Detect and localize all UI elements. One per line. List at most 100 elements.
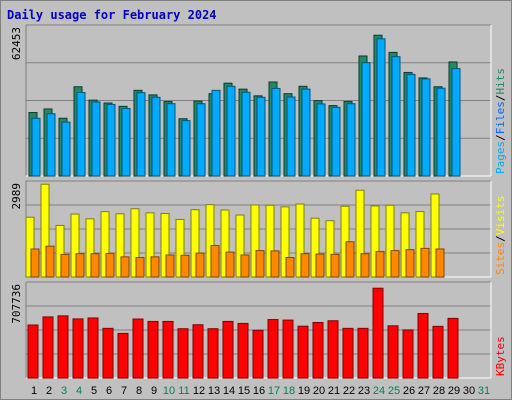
bar-kbytes	[87, 317, 99, 379]
bar-kbytes	[57, 315, 69, 379]
bar-pages	[196, 103, 206, 177]
bar-sites	[75, 253, 85, 278]
bar-visits	[430, 193, 440, 278]
legend-separator: /	[494, 134, 507, 141]
bar-kbytes	[312, 321, 324, 379]
bar-pages	[451, 68, 461, 177]
bar-kbytes	[357, 327, 369, 379]
legend-entry-sites: Sites	[494, 242, 507, 275]
bar-pages	[286, 96, 296, 177]
bar-pages	[166, 103, 176, 177]
bar-kbytes	[417, 312, 429, 379]
bar-sites	[180, 254, 190, 278]
bar-sites	[390, 250, 400, 278]
bar-visits	[100, 211, 110, 278]
bar-sites	[150, 256, 160, 278]
bar-visits	[235, 214, 245, 278]
bar-kbytes	[372, 287, 384, 379]
bar-pages	[121, 107, 131, 177]
bar-kbytes	[327, 320, 339, 379]
bar-visits	[310, 217, 320, 278]
x-tick-label: 21	[328, 385, 340, 397]
bar-kbytes	[177, 328, 189, 379]
x-tick-label: 13	[208, 385, 220, 397]
bar-visits	[40, 183, 50, 278]
legend-separator: /	[494, 95, 507, 102]
bar-visits	[55, 224, 65, 278]
bar-sites	[285, 257, 295, 278]
bar-sites	[360, 253, 370, 278]
bar-pages	[241, 91, 251, 177]
bar-kbytes	[297, 325, 309, 379]
x-tick-label: 9	[151, 385, 157, 397]
bar-visits	[130, 208, 140, 278]
x-tick-label: 10	[163, 385, 175, 397]
bar-visits	[190, 209, 200, 278]
bar-visits	[370, 205, 380, 278]
bar-pages	[76, 91, 86, 177]
bar-kbytes	[72, 318, 84, 379]
bar-visits	[295, 203, 305, 278]
x-tick-label: 7	[121, 385, 127, 397]
bar-pages	[151, 96, 161, 177]
bar-sites	[330, 253, 340, 278]
bar-sites	[375, 251, 385, 278]
bar-sites	[105, 252, 115, 278]
x-tick-label: 19	[298, 385, 310, 397]
bar-visits	[115, 213, 125, 278]
legend-entry-kbytes: KBytes	[494, 336, 507, 376]
bar-visits	[400, 212, 410, 278]
bar-pages	[346, 103, 356, 177]
bar-kbytes	[132, 318, 144, 379]
bar-pages	[421, 78, 431, 177]
bar-kbytes	[147, 320, 159, 379]
bar-pages	[271, 87, 281, 177]
x-tick-label: 16	[253, 385, 265, 397]
bar-sites	[135, 257, 145, 278]
bar-pages	[256, 96, 266, 177]
bar-pages	[211, 89, 221, 177]
bar-kbytes	[252, 329, 264, 379]
bar-sites	[420, 247, 430, 278]
bar-sites	[120, 256, 130, 278]
bar-sites	[225, 251, 235, 278]
bar-visits	[250, 204, 260, 278]
bar-pages	[46, 113, 56, 177]
bar-kbytes	[432, 325, 444, 379]
bar-kbytes	[207, 328, 219, 379]
bar-visits	[145, 212, 155, 278]
x-tick-label: 20	[313, 385, 325, 397]
bar-kbytes	[42, 316, 54, 379]
x-tick-label: 27	[418, 385, 430, 397]
kbytes-panel-legend: KBytes	[494, 336, 507, 376]
visitors-panel-max-label: 2989	[10, 183, 23, 210]
bar-visits	[175, 218, 185, 278]
bar-sites	[345, 241, 355, 278]
bar-pages	[436, 87, 446, 177]
bar-visits	[325, 220, 335, 278]
bar-visits	[415, 211, 425, 278]
bar-visits	[85, 218, 95, 278]
bar-sites	[195, 252, 205, 278]
bar-kbytes	[222, 320, 234, 379]
bar-pages	[226, 85, 236, 177]
x-tick-label: 12	[193, 385, 205, 397]
x-tick-label: 25	[388, 385, 400, 397]
bar-pages	[181, 120, 191, 177]
x-tick-label: 5	[91, 385, 97, 397]
traffic-panel-max-label: 62453	[10, 27, 23, 60]
bar-pages	[31, 117, 41, 177]
bar-sites	[240, 254, 250, 278]
x-tick-label: 11	[178, 385, 189, 397]
legend-entry-hits: Hits	[494, 68, 507, 95]
bar-sites	[315, 253, 325, 278]
bar-sites	[255, 250, 265, 278]
bar-kbytes	[27, 324, 39, 379]
x-tick-label: 23	[358, 385, 370, 397]
traffic-panel-legend: Pages/Files/Hits	[494, 68, 507, 174]
bar-visits	[205, 204, 215, 278]
bar-pages	[61, 121, 71, 177]
bar-visits	[160, 212, 170, 278]
x-tick-label: 6	[106, 385, 112, 397]
bar-kbytes	[387, 325, 399, 379]
